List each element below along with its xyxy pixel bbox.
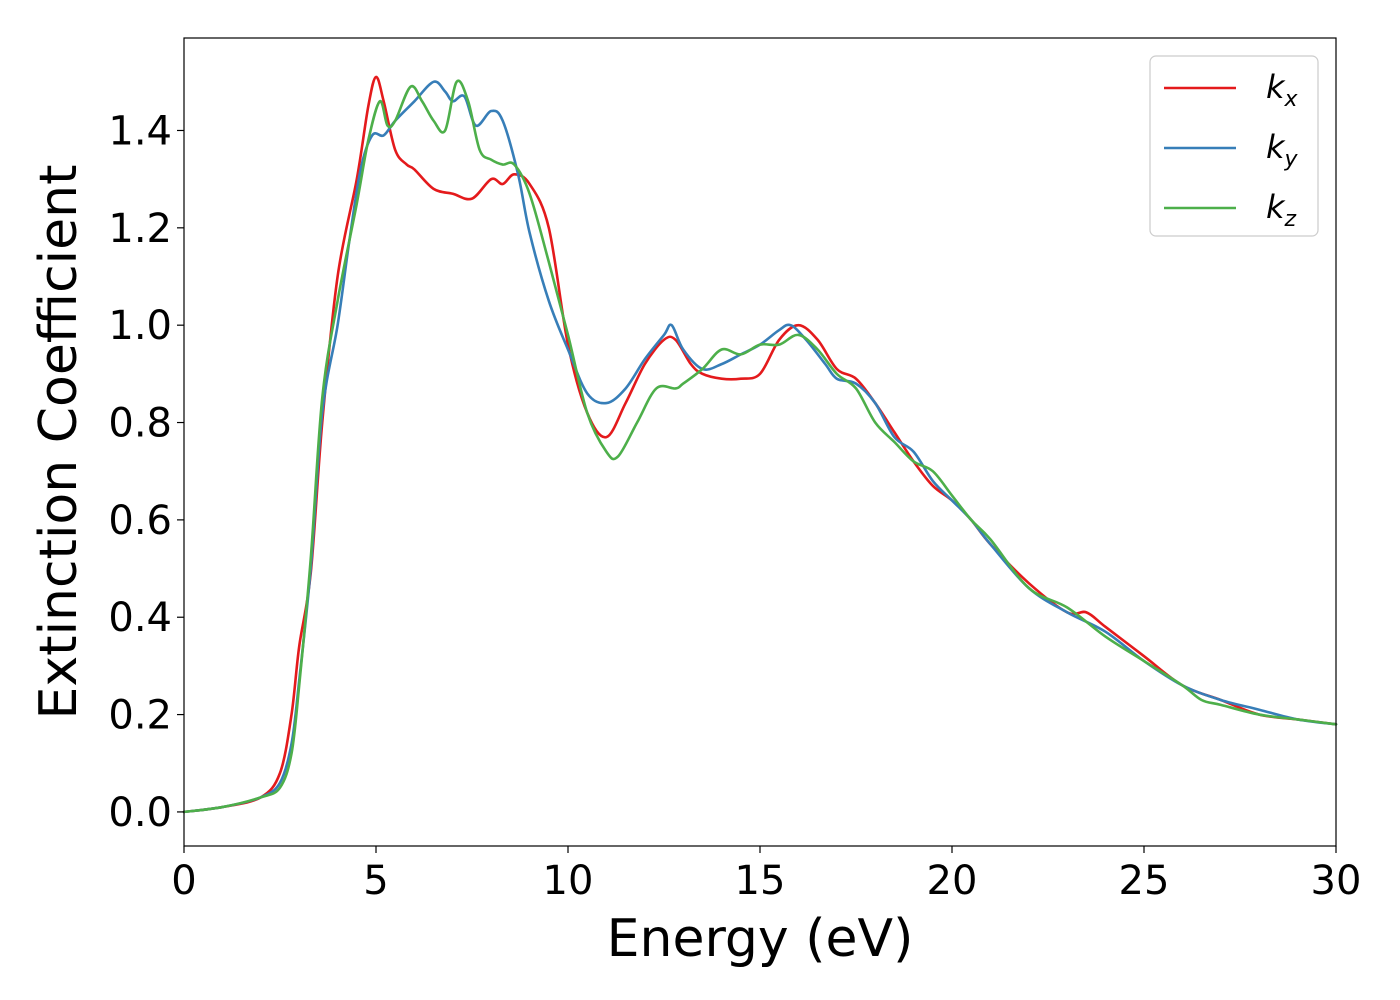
legend-box bbox=[1149, 55, 1319, 237]
legend-label-kx: kx bbox=[1266, 68, 1299, 112]
y-tick-label: 0.2 bbox=[108, 693, 172, 739]
series-line-kz bbox=[182, 79, 1338, 814]
x-tick-label: 10 bbox=[543, 858, 594, 904]
x-tick-label: 30 bbox=[1311, 858, 1362, 904]
x-tick-label: 15 bbox=[735, 858, 786, 904]
legend-label-subscript: z bbox=[1284, 207, 1297, 232]
x-tick-label: 25 bbox=[1119, 858, 1170, 904]
legend-label-subscript: y bbox=[1284, 147, 1299, 172]
plot-background bbox=[184, 38, 1336, 846]
y-tick-label: 0.0 bbox=[108, 790, 172, 836]
x-tick-label: 5 bbox=[363, 858, 388, 904]
legend-label-main: k bbox=[1266, 188, 1286, 226]
y-axis: 0.0 0.2 0.4 0.6 0.8 1.0 1.2 1.4 bbox=[108, 108, 184, 836]
x-tick-label: 20 bbox=[927, 858, 978, 904]
x-axis: 0 5 10 15 20 25 30 bbox=[171, 846, 1361, 904]
legend-label-subscript: x bbox=[1284, 87, 1299, 112]
x-tick-label: 0 bbox=[171, 858, 196, 904]
legend-label-kz: kz bbox=[1266, 188, 1297, 232]
y-tick-label: 1.0 bbox=[108, 303, 172, 349]
y-tick-label: 0.4 bbox=[108, 595, 172, 641]
series-layer bbox=[182, 75, 1338, 814]
x-axis-label: Energy (eV) bbox=[607, 909, 914, 969]
y-tick-label: 1.4 bbox=[108, 108, 172, 154]
y-axis-label: Extinction Coefficient bbox=[29, 165, 89, 720]
y-tick-label: 0.6 bbox=[108, 498, 172, 544]
legend-label-main: k bbox=[1266, 68, 1286, 106]
y-tick-label: 0.8 bbox=[108, 401, 172, 447]
y-tick-label: 1.2 bbox=[108, 206, 172, 252]
legend-label-ky: ky bbox=[1266, 128, 1299, 172]
legend-label-main: k bbox=[1266, 128, 1286, 166]
